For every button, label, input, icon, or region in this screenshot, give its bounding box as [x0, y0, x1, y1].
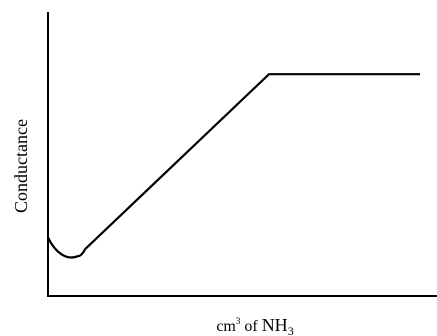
x-axis-label-formula: NH [262, 315, 288, 335]
x-axis-label-unit: cm [216, 318, 236, 335]
series-layer [47, 73, 420, 259]
series-line-0 [47, 73, 420, 259]
x-axis-label: cm3 of NH3 [216, 315, 293, 336]
x-axis-label-unit-superscript: 3 [236, 316, 241, 326]
x-axis-label-of: of [240, 318, 261, 335]
y-axis-label: Conductance [11, 119, 31, 213]
x-axis-label-formula-subscript: 3 [288, 324, 294, 336]
